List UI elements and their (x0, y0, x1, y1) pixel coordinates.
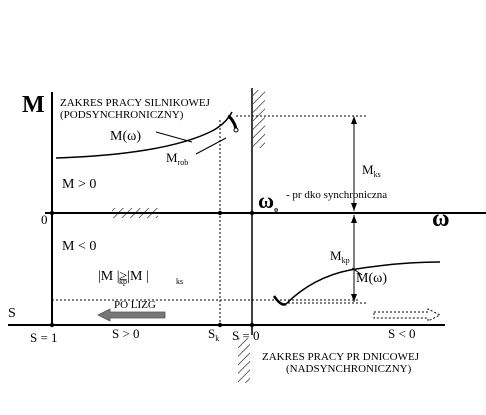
hatch-axis (112, 208, 158, 218)
point-origin (49, 210, 55, 216)
m-negative-label: M < 0 (62, 239, 96, 254)
point-s0 (249, 322, 255, 328)
s0-label: S = 0 (232, 328, 260, 343)
ineq-sub-kp: kp (119, 277, 127, 286)
sk-label: Sk (208, 326, 219, 343)
hatch-upper (253, 90, 265, 148)
omega0-symbol: ωo (258, 188, 278, 214)
point-synchronous (249, 210, 255, 216)
motor-region-subtitle: (PODSYNCHRONICZNY) (60, 109, 184, 121)
mkp-label: Mkp (330, 248, 350, 265)
s-negative-label: S < 0 (388, 326, 416, 341)
inequality-label: |M |≥|M | (98, 269, 149, 284)
generator-torque-curve (285, 261, 441, 305)
point-sk-omega (217, 210, 223, 216)
mkp-arrow-top (351, 215, 357, 223)
generator-region-subtitle: (NADSYNCHRONICZNY) (286, 363, 412, 375)
hatch-lower (238, 338, 250, 383)
slip-arrow-label: PO LIZG (114, 299, 156, 311)
momega-leader (155, 131, 193, 143)
s-positive-label: S > 0 (112, 326, 140, 341)
generator-curve-tail (272, 295, 287, 306)
mks-arrow-top (351, 116, 357, 124)
mks-label: Mks (362, 162, 381, 179)
motor-region-title: ZAKRES PRACY SILNIKOWEJ (60, 97, 211, 109)
s-axis-label: S (8, 306, 16, 321)
origin-label: 0 (41, 212, 48, 227)
m-positive-label: M > 0 (62, 177, 96, 192)
working-point (233, 127, 239, 133)
generator-region-title: ZAKRES PRACY PR DNICOWEJ (262, 351, 420, 363)
mrob-label: Mrob (166, 150, 188, 167)
motor-torque-curve (55, 111, 233, 159)
m-axis-label: M (22, 92, 45, 118)
omega0-description: - pr dko synchroniczna (286, 189, 387, 201)
mks-arrow-bottom (351, 203, 357, 211)
slip-arrow (97, 308, 166, 322)
omega-axis-label: ω (432, 206, 450, 232)
point-sk (217, 322, 223, 328)
ineq-sub-ks: ks (176, 277, 183, 286)
generator-curve-label: M(ω) (356, 271, 387, 286)
s1-label: S = 1 (30, 330, 58, 345)
mrob-leader (195, 137, 227, 155)
mkp-arrow-bottom (351, 294, 357, 302)
negative-slip-arrow (373, 308, 442, 322)
motor-curve-label: M(ω) (110, 129, 141, 144)
point-s1 (49, 322, 55, 328)
